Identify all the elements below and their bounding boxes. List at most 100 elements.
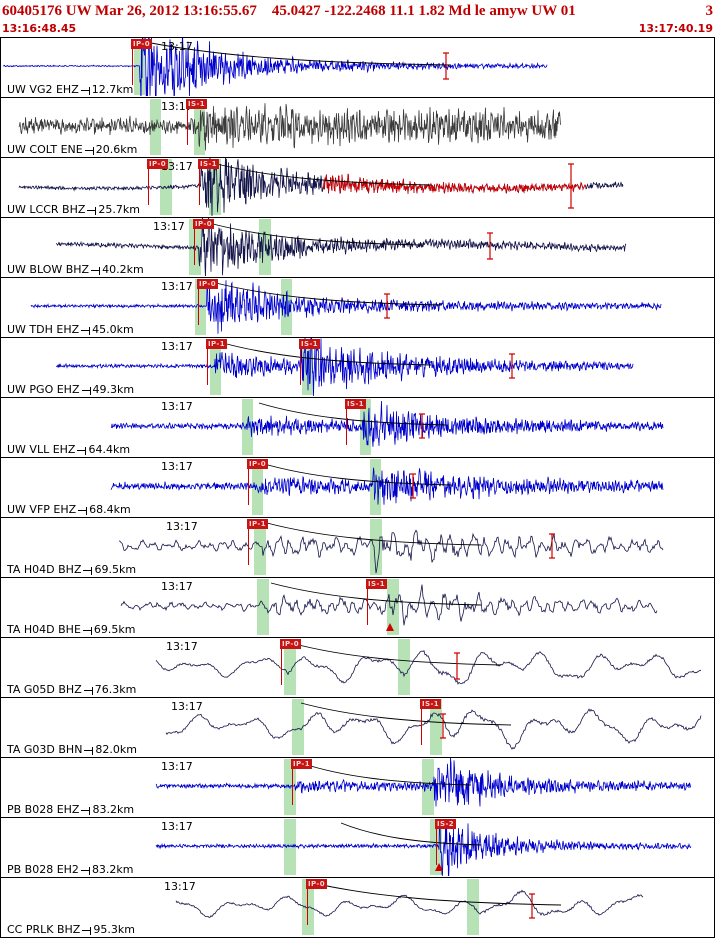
waveform-trace	[118, 529, 664, 574]
coda-overlay-trace	[322, 173, 587, 194]
station-label[interactable]: UW TDH EHZ 45.0km	[7, 323, 134, 336]
trace-time-label: 13:17	[166, 520, 198, 533]
station-distance: 83.2km	[91, 863, 134, 876]
waveform-svg	[165, 702, 702, 750]
distance-tick-icon	[81, 385, 91, 395]
station-label[interactable]: TA G05D BHZ 76.3km	[7, 683, 136, 696]
trace-panel-uw-vll-ehz[interactable]: IS-1 13:17 UW VLL EHZ 64.4km	[0, 398, 715, 458]
trace-panel-uw-tdh-ehz[interactable]: IP-0 13:17 UW TDH EHZ 45.0km	[0, 278, 715, 338]
station-label[interactable]: PB B028 EHZ 83.2km	[7, 803, 134, 816]
trace-time-label: 13:17	[164, 880, 196, 893]
phase-pick-line	[199, 168, 200, 205]
waveform-svg	[155, 758, 691, 807]
station-label[interactable]: UW VG2 EHZ 12.7km	[7, 83, 133, 96]
station-label[interactable]: TA H04D BHZ 69.5km	[7, 563, 136, 576]
station-name: TA H04D BHE	[7, 623, 81, 636]
phase-pick-flag[interactable]: IP-0	[197, 279, 218, 289]
station-label[interactable]: UW COLT ENE 20.6km	[7, 143, 137, 156]
waveform-trace	[18, 103, 562, 151]
trace-panel-uw-blow-bhz[interactable]: IP-0 13:17 UW BLOW BHZ 40.2km	[0, 218, 715, 278]
trace-panel-ta-g03d-bhn[interactable]: IS-1 13:17 TA G03D BHN 82.0km	[0, 698, 715, 758]
station-label[interactable]: UW BLOW BHZ 40.2km	[7, 263, 144, 276]
coda-decay-curve	[340, 822, 482, 846]
time-window-row: 13:16:48.45 13:17:40.19	[2, 21, 713, 36]
trace-panel-pb-b028-ehz[interactable]: IP-1 13:17 PB B028 EHZ 83.2km	[0, 758, 715, 818]
phase-window-band	[254, 519, 266, 575]
waveform-trace	[155, 650, 702, 685]
phase-pick-flag[interactable]: IS-1	[299, 339, 321, 349]
phase-pick-flag[interactable]: IP-1	[291, 759, 312, 769]
waveform-svg	[155, 642, 702, 685]
station-label[interactable]: TA G03D BHN 82.0km	[7, 743, 137, 756]
waveform-svg	[175, 882, 644, 919]
trace-time-label: 13:17	[161, 580, 193, 593]
amplitude-pick-marker	[384, 293, 390, 319]
phase-pick-flag[interactable]: IS-1	[366, 579, 388, 589]
trace-panel-pb-b028-eh2[interactable]: IS-2 13:17 PB B028 EH2 83.2km	[0, 818, 715, 878]
trace-time-label: 13:17	[161, 820, 193, 833]
station-distance: 45.0km	[92, 323, 134, 336]
phase-pick-flag[interactable]: IP-0	[306, 879, 327, 889]
station-name: UW PGO EHZ	[7, 383, 80, 396]
trace-panel-uw-vfp-ehz[interactable]: IP-0 13:17 UW VFP EHZ 68.4km	[0, 458, 715, 518]
phase-pick-line	[248, 468, 249, 505]
phase-pick-flag[interactable]: IP-1	[247, 519, 268, 529]
waveform-trace	[2, 38, 548, 96]
station-label[interactable]: UW VFP EHZ 68.4km	[7, 503, 131, 516]
station-name: TA H04D BHZ	[7, 563, 82, 576]
phase-pick-flag[interactable]: IS-1	[420, 699, 442, 709]
waveform-trace	[155, 758, 691, 807]
phase-window-band	[284, 819, 296, 875]
distance-tick-icon	[81, 325, 91, 335]
phase-pick-flag[interactable]: IP-0	[193, 219, 214, 229]
phase-pick-flag[interactable]: IP-0	[247, 459, 268, 469]
station-name: UW VLL EHZ	[7, 443, 76, 456]
trace-panel-uw-vg2-ehz[interactable]: IP-0 13:17 UW VG2 EHZ 12.7km	[0, 38, 715, 98]
station-label[interactable]: TA H04D BHE 69.5km	[7, 623, 135, 636]
station-name: PB B028 EHZ	[7, 803, 80, 816]
waveform-trace	[165, 708, 702, 750]
station-label[interactable]: UW PGO EHZ 49.3km	[7, 383, 134, 396]
station-distance: 49.3km	[92, 383, 135, 396]
trace-time-label: 13:17	[161, 100, 193, 113]
phase-pick-flag[interactable]: IP-1	[206, 339, 227, 349]
phase-window-band	[194, 99, 205, 155]
waveform-trace	[155, 819, 692, 876]
phase-pick-flag[interactable]: IP-0	[280, 639, 301, 649]
station-distance: 20.6km	[95, 143, 138, 156]
waveform-svg	[110, 462, 664, 505]
phase-pick-flag[interactable]: IS-1	[186, 99, 208, 109]
phase-window-band	[292, 699, 304, 755]
station-label[interactable]: PB B028 EH2 83.2km	[7, 863, 134, 876]
phase-pick-flag[interactable]: IS-1	[345, 399, 367, 409]
phase-pick-flag[interactable]: IS-2	[435, 819, 457, 829]
amplitude-pick-marker	[509, 353, 515, 379]
amplitude-pick-marker	[410, 473, 416, 499]
event-summary: 60405176 UW Mar 26, 2012 13:16:55.67 45.…	[2, 3, 576, 19]
distance-tick-icon	[83, 565, 93, 575]
station-distance: 40.2km	[102, 263, 144, 276]
trace-panel-uw-colt-ene[interactable]: IS-1 13:17 UW COLT ENE 20.6km	[0, 98, 715, 158]
amplitude-pick-marker	[454, 652, 460, 680]
trace-panel-uw-pgo-ehz[interactable]: IP-1 IS-1 13:17 UW PGO EHZ 49.3km	[0, 338, 715, 398]
trace-panel-ta-g05d-bhz[interactable]: IP-0 13:17 TA G05D BHZ 76.3km	[0, 638, 715, 698]
trace-panel-cc-prlk-bhz[interactable]: IP-0 13:17 CC PRLK BHZ 95.3km	[0, 878, 715, 938]
phase-pick-flag[interactable]: IP-0	[147, 159, 168, 169]
trace-panel-ta-h04d-bhz[interactable]: IP-1 13:17 TA H04D BHZ 69.5km	[0, 518, 715, 578]
waveform-svg	[155, 819, 692, 876]
pick-triangle-marker	[435, 863, 443, 871]
coda-decay-curve	[300, 702, 512, 726]
phase-pick-flag[interactable]: IP-0	[131, 39, 152, 49]
phase-pick-flag[interactable]: IS-1	[198, 159, 220, 169]
station-distance: 68.4km	[89, 503, 131, 516]
trace-panel-ta-h04d-bhe[interactable]: IS-1 13:17 TA H04D BHE 69.5km	[0, 578, 715, 638]
station-label[interactable]: CC PRLK BHZ 95.3km	[7, 923, 135, 936]
coda-decay-curve	[150, 42, 452, 66]
station-label[interactable]: UW VLL EHZ 64.4km	[7, 443, 130, 456]
station-name: UW LCCR BHZ	[7, 203, 86, 216]
station-name: UW COLT ENE	[7, 143, 83, 156]
phase-window-band	[398, 639, 410, 695]
station-label[interactable]: UW LCCR BHZ 25.7km	[7, 203, 140, 216]
amplitude-pick-marker	[443, 52, 449, 80]
trace-panel-uw-lccr-bhz[interactable]: IP-0 IS-1 13:17 UW LCCR BHZ 25.7km	[0, 158, 715, 218]
